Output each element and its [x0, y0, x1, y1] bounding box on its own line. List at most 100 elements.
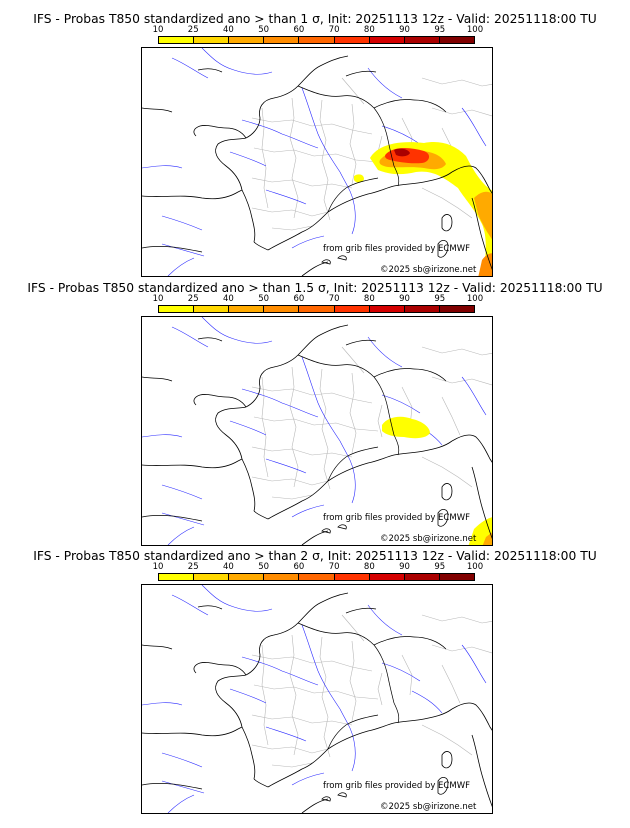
river-line: [381, 394, 421, 414]
country-border: [327, 177, 379, 213]
department-border: [341, 77, 365, 105]
country-border: [373, 368, 415, 378]
coastline: [437, 240, 449, 258]
river-line: [241, 388, 319, 418]
scale-tick-label: 25: [187, 294, 199, 304]
department-border: [431, 376, 492, 386]
scale-tick-label: 60: [293, 562, 305, 572]
river-line: [461, 376, 487, 416]
scale-tick-label: 10: [152, 562, 164, 572]
scale-tick-label: 95: [434, 25, 446, 35]
river-line: [142, 165, 183, 169]
river-line: [171, 326, 209, 348]
river-line: [229, 420, 267, 436]
country-border: [373, 99, 415, 109]
copyright-credit: ©2025 sb@irizone.net: [380, 534, 477, 544]
department-border: [253, 684, 379, 700]
scale-color-segment: [229, 37, 265, 43]
country-border: [373, 644, 395, 704]
coastline: [142, 107, 173, 113]
department-border: [421, 346, 492, 356]
river-line: [142, 434, 183, 438]
river-line: [161, 215, 203, 231]
scale-tick-label: 100: [466, 562, 484, 572]
coastline: [142, 245, 203, 253]
coastline: [297, 324, 349, 356]
department-border: [251, 476, 329, 486]
coastline: [193, 394, 247, 408]
river-line: [339, 171, 356, 235]
scale-color-segment: [229, 574, 265, 580]
coastline: [327, 454, 395, 482]
coastline: [193, 662, 247, 676]
scale-color-segment: [264, 37, 300, 43]
scale-color-segment: [369, 306, 405, 312]
river-line: [241, 656, 319, 686]
coastline: [215, 674, 247, 728]
map-frame: from grib files provided by ECMWF ©2025 …: [141, 47, 493, 277]
scale-color-segment: [404, 37, 440, 43]
river-line: [411, 690, 443, 714]
coastline: [471, 734, 492, 807]
coastline: [142, 782, 203, 790]
coastline: [301, 530, 329, 545]
coastline: [241, 189, 256, 243]
department-border: [431, 644, 492, 654]
color-scale-bar: [158, 36, 475, 44]
river-line: [241, 119, 319, 149]
coastline: [142, 376, 173, 382]
scale-tick-label: 10: [152, 25, 164, 35]
scale-color-segment: [439, 574, 474, 580]
department-border: [377, 672, 383, 706]
scale-tick-label: 90: [399, 294, 410, 304]
map-frame: from grib files provided by ECMWF ©2025 …: [141, 584, 493, 814]
coastline: [301, 798, 329, 813]
river-line: [301, 87, 341, 173]
river-line: [161, 752, 203, 768]
scale-tick-label: 10: [152, 294, 164, 304]
department-border: [349, 640, 357, 722]
river-line: [301, 356, 341, 442]
country-border: [393, 165, 400, 187]
river-line: [229, 688, 267, 704]
country-border: [327, 714, 379, 750]
scale-labels: 10 25 40 50 60 70 80 90 95 100: [153, 25, 484, 36]
coastline: [441, 483, 453, 501]
country-border: [393, 702, 400, 724]
prob-area-yellow-small: [354, 174, 364, 183]
scale-tick-label: 95: [434, 294, 446, 304]
river-line: [201, 585, 273, 612]
scale-color-segment: [404, 306, 440, 312]
map-svg: [142, 48, 492, 276]
scale-tick-label: 25: [187, 562, 199, 572]
scale-color-segment: [194, 574, 230, 580]
river-line: [291, 504, 325, 518]
scale-tick-label: 60: [293, 25, 305, 35]
department-border: [289, 366, 299, 488]
scale-tick-label: 40: [223, 294, 234, 304]
scale-color-segment: [299, 37, 335, 43]
river-line: [381, 662, 421, 682]
scale-color-segment: [229, 306, 265, 312]
department-border: [401, 654, 413, 696]
borders-overlay: [142, 55, 492, 276]
scale-color-segment: [159, 37, 195, 43]
coastline: [327, 722, 395, 750]
map-frame: from grib files provided by ECMWF ©2025 …: [141, 316, 493, 546]
coastline: [267, 748, 329, 788]
country-border: [413, 636, 447, 650]
country-border: [373, 376, 395, 436]
scale-labels: 10 25 40 50 60 70 80 90 95 100: [153, 562, 484, 573]
department-border: [421, 614, 492, 624]
prob-area-darkred: [394, 148, 410, 157]
scale-tick-label: 80: [363, 25, 375, 35]
river-line: [381, 125, 421, 145]
department-border: [441, 664, 461, 704]
coastline: [215, 406, 247, 460]
scale-color-segment: [194, 306, 230, 312]
scale-color-segment: [159, 306, 195, 312]
scale-tick-label: 50: [258, 25, 270, 35]
prob-area-orange-se: [474, 191, 492, 240]
department-border: [251, 744, 329, 754]
river-line: [161, 780, 205, 794]
